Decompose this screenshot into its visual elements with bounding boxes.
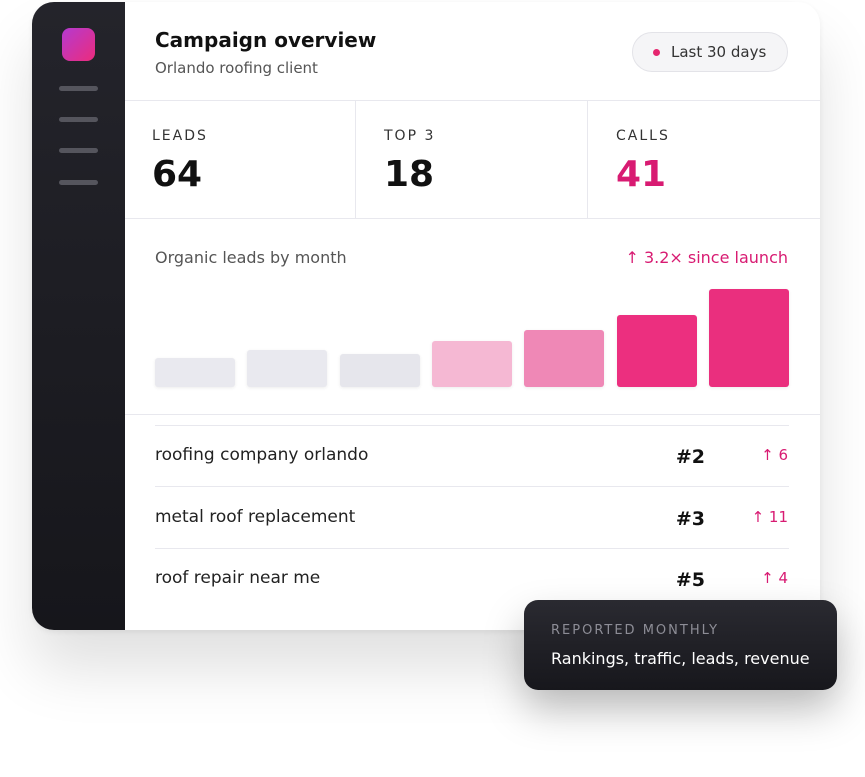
bar (247, 350, 328, 387)
chart-note: ↑ 3.2× since launch (625, 248, 788, 267)
nav-item[interactable] (59, 180, 98, 185)
tooltip-text: Rankings, traffic, leads, revenue (551, 649, 810, 668)
change: ↑ 11 (751, 507, 788, 526)
rank: #5 (675, 569, 705, 591)
bar (524, 330, 605, 387)
keyword: roofing company orlando (155, 445, 369, 465)
rank: #3 (675, 507, 705, 530)
logo (62, 28, 95, 61)
tooltip: REPORTED MONTHLY Rankings, traffic, lead… (524, 600, 837, 690)
nav-item[interactable] (59, 86, 98, 91)
range-pill[interactable]: Last 30 days (632, 32, 788, 72)
keyword: metal roof replacement (155, 506, 356, 527)
change: ↑ 4 (761, 569, 788, 587)
bar (431, 341, 512, 387)
chart-title: Organic leads by month (155, 248, 347, 267)
dot (653, 49, 660, 56)
divider (587, 100, 588, 218)
bar (155, 358, 235, 387)
bar (339, 354, 420, 387)
sidebar (32, 2, 125, 630)
divider (125, 414, 820, 415)
divider (155, 486, 789, 487)
stat-value: 41 (616, 154, 667, 195)
bar (616, 315, 697, 387)
tooltip-label: REPORTED MONTHLY (551, 623, 720, 638)
range-text: Last 30 days (671, 43, 767, 61)
stat-value: 64 (152, 154, 203, 195)
bar (708, 289, 789, 387)
card: Campaign overview Orlando roofing client… (32, 2, 820, 630)
stat-label: TOP 3 (384, 128, 436, 144)
nav-item[interactable] (59, 117, 98, 122)
subtitle: Orlando roofing client (155, 59, 318, 77)
divider (125, 100, 820, 101)
divider (355, 100, 356, 218)
divider (155, 425, 789, 426)
nav-item[interactable] (59, 148, 98, 153)
stat-label: LEADS (152, 128, 208, 144)
title: Campaign overview (155, 28, 377, 52)
change: ↑ 6 (761, 446, 788, 464)
divider (125, 218, 820, 219)
stat-value: 18 (384, 154, 435, 195)
keyword: roof repair near me (155, 568, 321, 588)
divider (155, 547, 789, 549)
rank: #2 (675, 446, 705, 468)
stat-label: CALLS (616, 128, 670, 144)
